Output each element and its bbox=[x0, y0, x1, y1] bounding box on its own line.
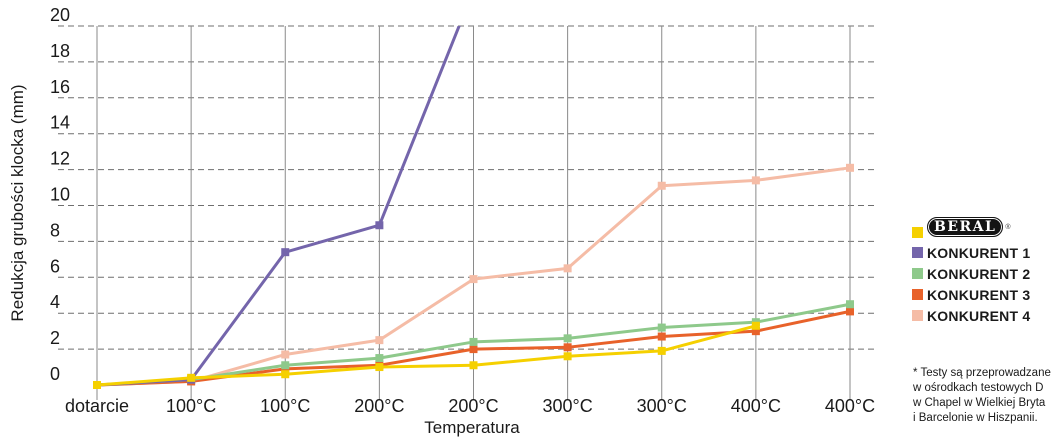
footnote: * Testy są przeprowadzane w ośrodkach te… bbox=[913, 366, 1060, 426]
data-point bbox=[375, 221, 384, 230]
data-point bbox=[375, 354, 384, 363]
data-point bbox=[846, 307, 854, 316]
y-tick-label: 14 bbox=[50, 113, 70, 133]
legend-label: KONKURENT 4 bbox=[927, 307, 1031, 324]
x-tick-label: 200°C bbox=[354, 396, 404, 416]
legend-swatch-konkurent-2 bbox=[912, 268, 923, 279]
y-tick-label: 8 bbox=[50, 220, 60, 240]
y-axis-ticks: 0 2 4 6 8 10 12 14 16 18 20 bbox=[50, 5, 70, 384]
legend-item-konkurent-2: KONKURENT 2 bbox=[912, 263, 1060, 284]
data-point bbox=[469, 361, 478, 370]
x-tick-label: 300°C bbox=[543, 396, 593, 416]
legend-label: KONKURENT 3 bbox=[927, 286, 1031, 303]
series-line bbox=[96, 324, 757, 387]
data-point bbox=[469, 337, 478, 346]
data-point bbox=[563, 352, 572, 361]
footnote-line: * Testy są przeprowadzane bbox=[913, 367, 1051, 379]
registered-mark: ® bbox=[1005, 223, 1011, 231]
data-point bbox=[281, 361, 290, 370]
y-axis-title: Redukcja grubości klocka (mm) bbox=[8, 84, 27, 321]
data-point bbox=[93, 381, 101, 389]
data-point bbox=[657, 181, 666, 190]
footnote-line: w ośrodkach testowych D bbox=[913, 382, 1044, 394]
data-point bbox=[563, 343, 572, 352]
y-tick-label: 2 bbox=[50, 328, 60, 348]
series-konkurent-1 bbox=[93, 26, 461, 389]
footnote-line: w Chapel w Wielkiej Bryta bbox=[913, 397, 1046, 409]
data-point bbox=[187, 373, 196, 382]
x-tick-label: 200°C bbox=[448, 396, 498, 416]
data-point bbox=[375, 336, 384, 345]
legend-swatch-beral bbox=[912, 226, 923, 238]
legend-item-konkurent-4: KONKURENT 4 bbox=[912, 305, 1060, 326]
y-tick-label: 12 bbox=[50, 149, 70, 169]
data-point bbox=[657, 332, 666, 341]
x-tick-label: 400°C bbox=[825, 396, 875, 416]
legend-item-beral: BERAL ® bbox=[912, 212, 1060, 242]
chart-legend: BERAL ® KONKURENT 1 KONKURENT 2 KONKURENT… bbox=[912, 212, 1060, 326]
y-tick-label: 0 bbox=[50, 364, 60, 384]
data-point bbox=[281, 350, 290, 359]
data-point bbox=[281, 370, 290, 379]
legend-item-konkurent-3: KONKURENT 3 bbox=[912, 284, 1060, 305]
y-tick-label: 16 bbox=[50, 77, 70, 97]
series-beral bbox=[93, 321, 760, 389]
legend-swatch-konkurent-1 bbox=[912, 247, 923, 258]
data-point bbox=[281, 248, 290, 257]
data-point bbox=[751, 176, 760, 185]
chart-series bbox=[93, 26, 854, 389]
x-axis-ticks: dotarcie 100°C 100°C 200°C 200°C 300°C 300°C 40… bbox=[65, 396, 875, 416]
x-tick-label: dotarcie bbox=[65, 396, 129, 416]
data-point bbox=[563, 334, 572, 343]
legend-swatch-konkurent-4 bbox=[912, 310, 923, 321]
x-tick-label: 300°C bbox=[637, 396, 687, 416]
y-tick-label: 18 bbox=[50, 41, 70, 61]
legend-label: KONKURENT 1 bbox=[927, 244, 1031, 261]
data-point bbox=[751, 321, 760, 330]
beral-logo: BERAL bbox=[927, 217, 1004, 237]
data-point bbox=[375, 363, 384, 372]
data-point bbox=[657, 346, 666, 355]
x-tick-label: 100°C bbox=[260, 396, 310, 416]
x-axis-title: Temperatura bbox=[424, 418, 520, 437]
x-tick-label: 400°C bbox=[731, 396, 781, 416]
line-chart: 0 2 4 6 8 10 12 14 16 18 20 dotarcie 100°C 100°C 200°… bbox=[8, 5, 875, 437]
y-tick-label: 6 bbox=[50, 256, 60, 276]
data-point bbox=[469, 275, 478, 284]
legend-item-konkurent-1: KONKURENT 1 bbox=[912, 242, 1060, 263]
data-point bbox=[563, 264, 572, 273]
y-tick-label: 4 bbox=[50, 292, 60, 312]
y-tick-label: 20 bbox=[50, 5, 70, 25]
data-point bbox=[657, 323, 666, 332]
data-point bbox=[846, 163, 854, 172]
legend-label: KONKURENT 2 bbox=[927, 265, 1031, 282]
y-tick-label: 10 bbox=[50, 185, 70, 205]
data-point bbox=[469, 345, 478, 354]
footnote-line: i Barcelonie w Hiszpanii. bbox=[913, 412, 1038, 424]
data-point bbox=[846, 300, 854, 309]
data-point bbox=[751, 327, 760, 336]
x-tick-label: 100°C bbox=[166, 396, 216, 416]
legend-swatch-konkurent-3 bbox=[912, 289, 923, 300]
